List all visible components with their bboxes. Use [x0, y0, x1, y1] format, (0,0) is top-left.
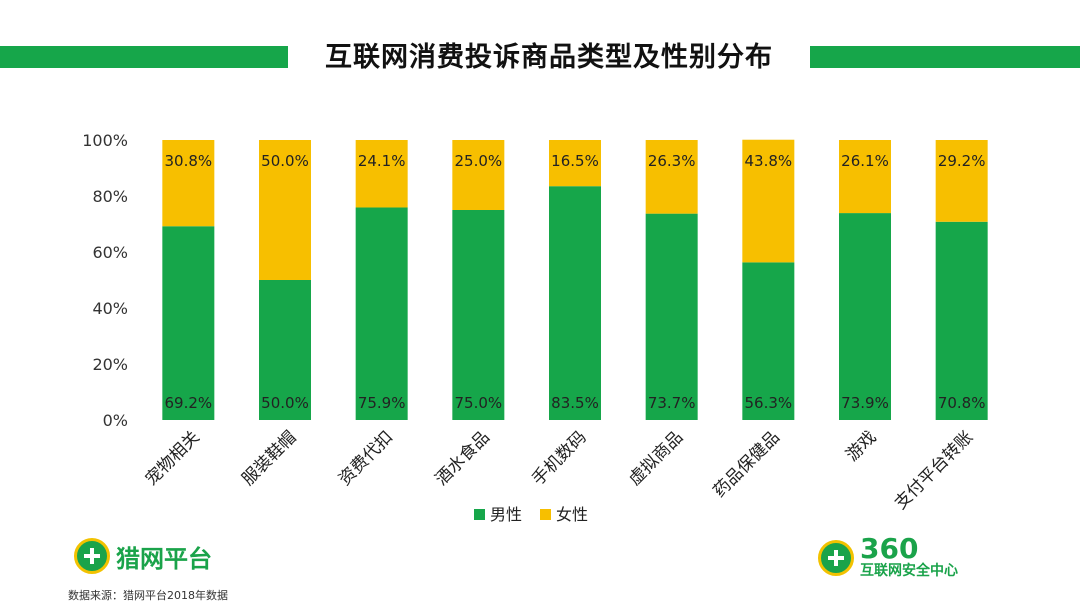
x-category-label: 支付平台转账	[891, 427, 977, 513]
data-label-male: 70.8%	[938, 394, 986, 412]
bar-male	[645, 213, 698, 420]
data-label-female: 29.2%	[938, 152, 986, 170]
x-category-label: 手机数码	[528, 427, 590, 489]
header-bar-right	[810, 46, 1080, 68]
bar-male	[259, 280, 311, 420]
bar-female	[355, 140, 408, 208]
bar-female	[645, 140, 698, 214]
lieweng-logo-text: 猎网平台	[116, 544, 212, 573]
legend-label-female: 女性	[556, 505, 588, 524]
y-tick-label: 80%	[92, 187, 128, 206]
data-label-female: 30.8%	[165, 152, 213, 170]
360-logo-subtitle: 互联网安全中心	[860, 563, 958, 579]
legend-swatch-female	[540, 509, 551, 520]
bar-female	[839, 140, 891, 214]
legend-label-male: 男性	[490, 505, 522, 524]
360-logo: 360 互联网安全中心	[818, 532, 958, 580]
y-tick-label: 40%	[92, 299, 128, 318]
bar-female	[452, 140, 505, 210]
header-bar-left	[0, 46, 288, 68]
page-title: 互联网消费投诉商品类型及性别分布	[325, 42, 773, 73]
360-logo-text: 360	[860, 532, 919, 565]
bar-female	[259, 140, 311, 280]
data-label-male: 69.2%	[165, 394, 213, 412]
y-tick-label: 60%	[92, 243, 128, 262]
x-category-label: 服装鞋帽	[238, 427, 300, 489]
bar-male	[355, 207, 408, 420]
bar-male	[839, 213, 891, 420]
data-label-male: 73.7%	[648, 394, 696, 412]
data-label-female: 43.8%	[745, 152, 793, 170]
bar-male	[452, 210, 505, 420]
data-source-note: 数据来源：猎网平台2018年数据	[68, 589, 228, 602]
x-category-label: 药品保健品	[710, 427, 784, 501]
data-label-male: 75.0%	[455, 394, 503, 412]
360-logo-icon	[818, 540, 854, 576]
y-tick-label: 20%	[92, 355, 128, 374]
x-category-label: 酒水食品	[432, 427, 494, 489]
data-label-male: 75.9%	[358, 394, 406, 412]
data-label-female: 50.0%	[261, 152, 309, 170]
lieweng-logo: 猎网平台	[74, 538, 212, 574]
lieweng-logo-icon	[74, 538, 110, 574]
data-label-female: 16.5%	[551, 152, 599, 170]
data-label-female: 26.3%	[648, 152, 696, 170]
y-tick-label: 0%	[103, 411, 128, 430]
bar-female	[162, 140, 215, 227]
legend-swatch-male	[474, 509, 485, 520]
bar-male	[935, 221, 988, 420]
x-category-label: 虚拟商品	[625, 427, 687, 489]
data-label-female: 24.1%	[358, 152, 406, 170]
bar-female	[742, 139, 795, 263]
data-label-female: 26.1%	[841, 152, 889, 170]
x-category-label: 宠物相关	[142, 427, 204, 489]
bar-female	[549, 140, 601, 187]
data-label-female: 25.0%	[455, 152, 503, 170]
bar-male	[742, 262, 795, 420]
bar-male	[549, 186, 601, 420]
bar-female	[935, 140, 988, 222]
data-label-male: 73.9%	[841, 394, 889, 412]
data-label-male: 83.5%	[551, 394, 599, 412]
x-category-label: 资费代扣	[335, 427, 397, 489]
data-label-male: 50.0%	[261, 394, 309, 412]
data-label-male: 56.3%	[745, 394, 793, 412]
bar-male	[162, 226, 215, 420]
x-category-label: 游戏	[842, 427, 880, 465]
y-tick-label: 100%	[82, 131, 128, 150]
